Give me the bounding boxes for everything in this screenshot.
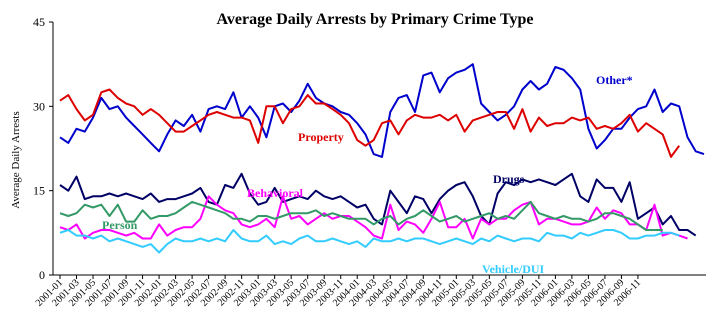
x-axis: 2001-012001-032001-052001-072001-092001-…: [34, 274, 706, 309]
series-label-behavioral: Behavioral: [247, 186, 304, 200]
series-lines: [59, 63, 705, 254]
series-labels: Other* Property Drugs Behavioral Person Vehic…: [102, 73, 633, 276]
series-line-drugs: [59, 172, 697, 237]
series-line-other: [59, 63, 705, 158]
y-axis: 0 15 30 45: [33, 15, 54, 282]
y-tick-label: 15: [33, 184, 45, 198]
series-label-vehicle-dui: Vehicle/DUI: [482, 262, 545, 276]
y-tick-label: 30: [33, 99, 45, 113]
series-line-vehicle-dui: [59, 229, 680, 254]
series-line-property: [59, 88, 681, 158]
chart-title: Average Daily Arrests by Primary Crime T…: [217, 11, 534, 28]
series-label-property: Property: [298, 130, 344, 144]
y-axis-label: Average Daily Arrests: [10, 111, 22, 209]
y-tick-label: 0: [39, 268, 45, 282]
series-line-behavioral: [59, 195, 688, 240]
series-label-person: Person: [102, 218, 138, 232]
series-line-person: [59, 200, 663, 231]
series-label-drugs: Drugs: [493, 172, 525, 186]
series-label-other: Other*: [596, 73, 633, 87]
y-tick-label: 45: [33, 15, 45, 29]
